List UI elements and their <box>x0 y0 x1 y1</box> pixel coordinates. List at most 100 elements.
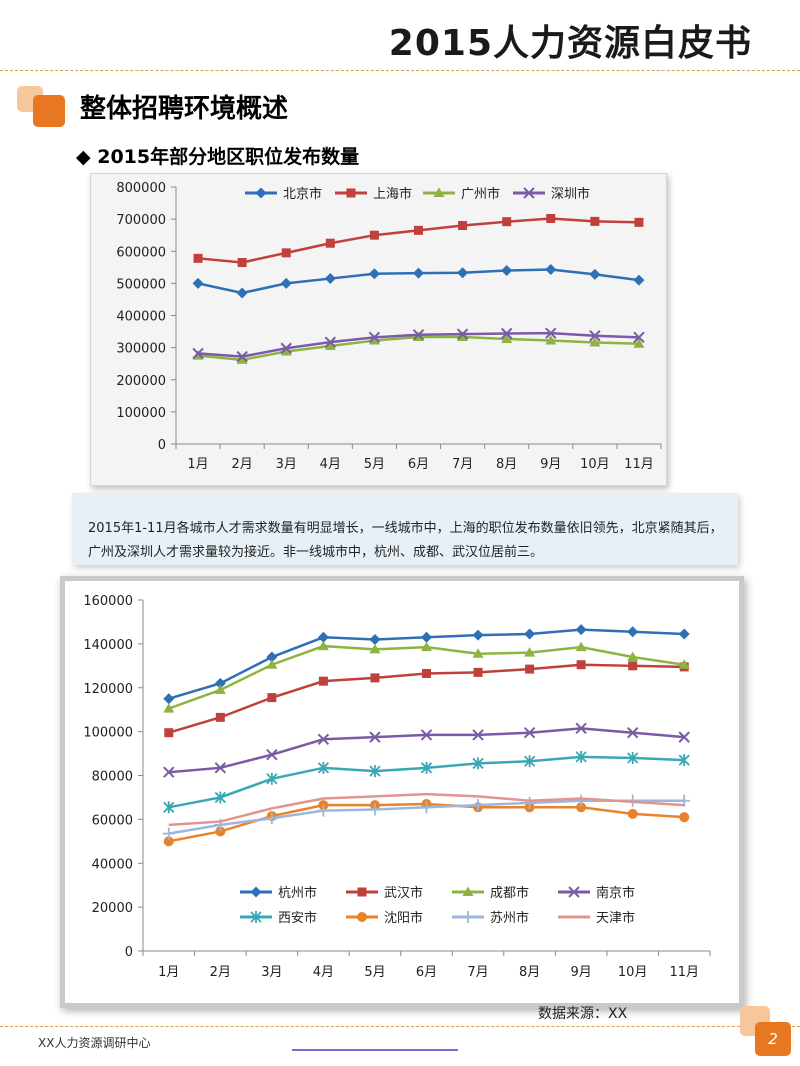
legend-label: 南京市 <box>596 885 635 901</box>
data-point <box>266 651 278 663</box>
data-point <box>575 624 587 636</box>
data-point <box>368 335 380 345</box>
data-point <box>523 755 536 768</box>
series-上海市 <box>193 213 644 267</box>
data-point <box>414 225 423 235</box>
data-point <box>368 803 381 816</box>
data-point <box>575 641 587 652</box>
legend-item: 北京市 <box>245 186 322 202</box>
data-point <box>678 628 690 640</box>
legend-swatch-marker <box>250 886 262 898</box>
series-天津市 <box>168 792 685 827</box>
data-point <box>368 331 381 344</box>
data-point <box>280 345 292 356</box>
data-point <box>546 213 556 223</box>
note-text: 2015年1-11月各城市人才需求数量有明显增长，一线城市中，上海的职位发布数量… <box>88 521 723 560</box>
legend-swatch-marker <box>462 911 474 923</box>
data-point <box>472 648 484 658</box>
series-深圳市 <box>192 327 645 363</box>
data-point <box>472 729 484 741</box>
x-tick-label: 7月 <box>467 965 488 980</box>
x-tick-label: 11月 <box>624 457 654 472</box>
y-tick-label: 100000 <box>83 726 133 741</box>
data-point <box>501 333 513 343</box>
data-point <box>215 826 226 837</box>
data-point <box>524 628 536 640</box>
data-point <box>678 754 690 767</box>
data-point <box>193 253 203 263</box>
y-tick-label: 300000 <box>116 342 166 357</box>
data-point <box>472 757 484 770</box>
data-point <box>267 693 277 703</box>
data-point <box>163 836 174 847</box>
x-tick-label: 1月 <box>158 965 179 980</box>
data-point <box>281 248 291 258</box>
chart1-frame <box>90 173 667 486</box>
data-source: 数据来源：XX <box>538 1006 628 1022</box>
y-tick-label: 700000 <box>116 213 166 228</box>
data-point <box>627 626 639 638</box>
data-point <box>525 664 535 674</box>
data-point <box>324 273 336 285</box>
series-line <box>168 792 685 827</box>
data-point <box>163 703 175 713</box>
chart1-svg: 0 100000 200000 300000 400000 500000 600000 700… <box>116 181 662 472</box>
data-point <box>368 268 380 280</box>
legend-label: 北京市 <box>283 186 322 202</box>
data-point <box>627 808 638 819</box>
data-point <box>575 794 588 807</box>
data-point <box>420 801 433 814</box>
chart2-svg: 0 20000 40000 60000 80000 100000 120000 140000 1… <box>83 594 711 980</box>
data-point <box>412 329 425 341</box>
series-杭州市 <box>163 624 690 705</box>
x-tick-label: 8月 <box>519 965 540 980</box>
y-tick-label: 200000 <box>116 374 166 389</box>
y-tick-label: 600000 <box>116 245 166 260</box>
legend-label: 上海市 <box>373 186 412 202</box>
data-point <box>633 274 645 286</box>
series-西安市 <box>163 750 690 814</box>
data-point <box>370 673 380 683</box>
legend-item: 天津市 <box>558 910 635 926</box>
data-point <box>420 761 433 774</box>
legend-swatch-marker <box>462 886 474 896</box>
series-成都市 <box>163 640 690 713</box>
series-南京市 <box>163 722 690 778</box>
data-point <box>457 267 469 279</box>
data-point <box>265 812 278 825</box>
x-tick-label: 4月 <box>313 965 334 980</box>
data-point <box>369 230 379 240</box>
data-point <box>369 643 381 654</box>
y-tick-label: 400000 <box>116 310 166 325</box>
section-title: 整体招聘环境概述 <box>80 94 289 124</box>
x-tick-label: 10月 <box>618 965 648 980</box>
x-tick-label: 6月 <box>416 965 437 980</box>
legend-label: 天津市 <box>596 910 635 926</box>
data-point <box>325 238 335 248</box>
legend-item: 沈阳市 <box>346 910 423 926</box>
series-广州市 <box>192 331 645 364</box>
footer-org: XX人力资源调研中心 <box>38 1036 151 1050</box>
data-point <box>678 731 690 743</box>
legend-item: 苏州市 <box>452 910 529 926</box>
y-tick-label: 60000 <box>92 813 133 828</box>
data-point <box>575 722 587 735</box>
x-tick-label: 8月 <box>496 457 517 472</box>
data-point <box>590 216 600 226</box>
data-point <box>576 660 586 670</box>
x-tick-label: 2月 <box>231 457 252 472</box>
data-point <box>626 727 639 739</box>
title-divider <box>0 70 800 71</box>
legend-swatch-marker <box>433 187 445 197</box>
x-tick-label: 1月 <box>187 457 208 472</box>
y-tick-label: 80000 <box>92 770 133 785</box>
data-point <box>420 729 433 741</box>
legend-item: 武汉市 <box>346 885 423 901</box>
data-point <box>318 676 328 686</box>
data-point <box>589 268 601 280</box>
data-point <box>317 804 330 817</box>
data-point <box>501 265 513 277</box>
y-tick-label: 120000 <box>83 682 133 697</box>
x-tick-label: 5月 <box>364 965 385 980</box>
legend-swatch-marker <box>346 188 356 198</box>
